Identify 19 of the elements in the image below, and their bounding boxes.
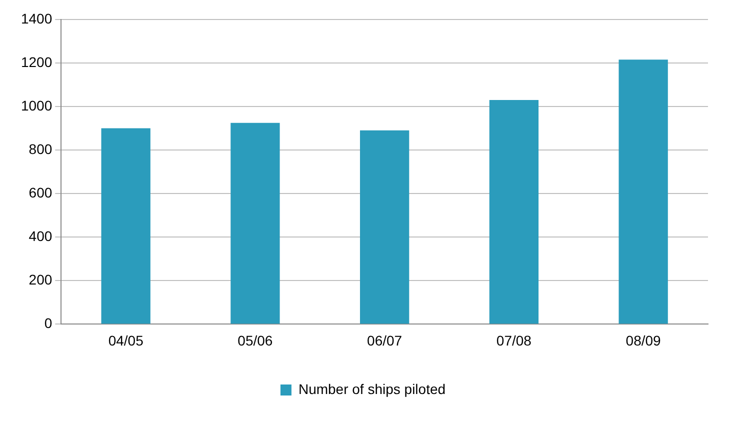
y-tick-label: 400 <box>28 228 52 244</box>
y-tick-label: 800 <box>28 140 52 157</box>
bar <box>101 128 150 324</box>
x-tick-label: 08/09 <box>626 332 662 348</box>
y-tick-label: 600 <box>28 184 52 200</box>
bar <box>618 60 668 324</box>
x-tick-label: 04/05 <box>108 332 144 348</box>
y-tick-label: 0 <box>44 315 52 332</box>
legend-label: Number of ships piloted <box>298 380 446 397</box>
bar <box>230 122 280 324</box>
bar <box>489 100 539 324</box>
y-tick-label: 1000 <box>20 97 52 114</box>
y-tick-label: 1400 <box>20 10 52 26</box>
y-tick-label: 200 <box>28 272 52 288</box>
x-tick-label: 05/06 <box>238 332 273 348</box>
y-tick-label: 1200 <box>20 54 52 70</box>
bar <box>360 130 410 324</box>
x-tick-label: 06/07 <box>367 332 402 348</box>
x-tick-label: 07/08 <box>496 332 532 348</box>
